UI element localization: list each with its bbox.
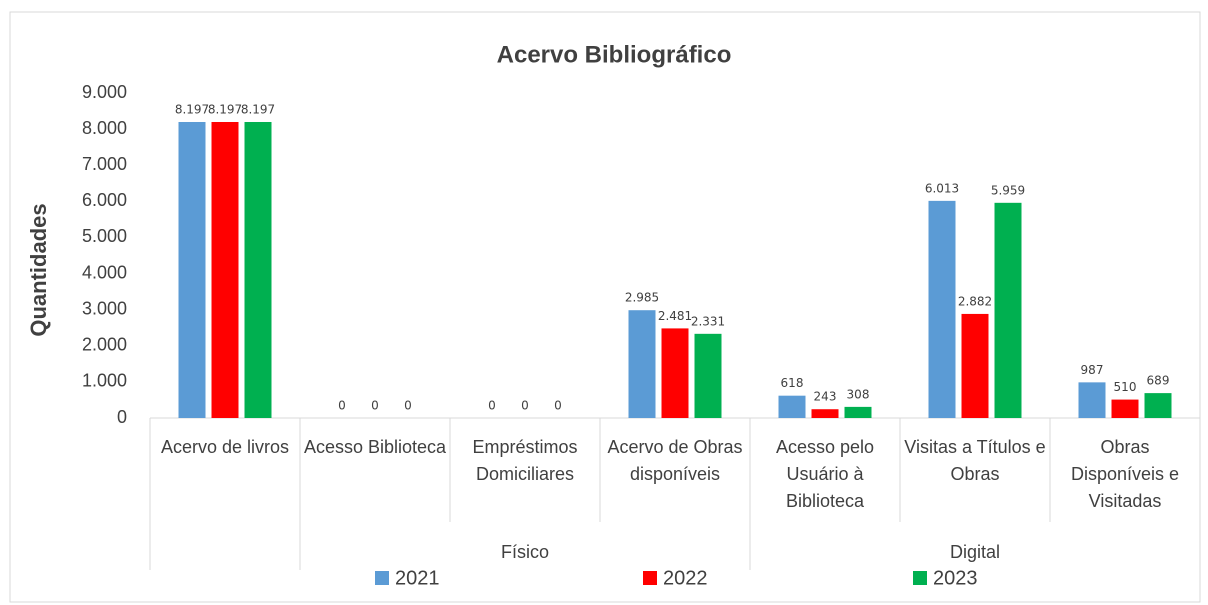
bar	[1111, 399, 1139, 418]
data-label: 5.959	[991, 183, 1025, 197]
bar	[778, 395, 806, 418]
y-axis-label: Quantidades	[26, 203, 51, 336]
y-tick-label: 2.000	[82, 335, 127, 355]
data-label: 2.882	[958, 294, 992, 308]
data-label: 0	[338, 399, 346, 413]
data-label: 2.481	[658, 309, 692, 323]
chart-title: Acervo Bibliográfico	[497, 41, 732, 68]
x-tick-label: Obras Disponíveis e Visitadas	[1070, 437, 1180, 511]
x-tick-label: Acervo de livros	[160, 437, 290, 457]
x-tick-label: Visitas a Títulos e Obras	[904, 437, 1046, 484]
y-tick-label: 9.000	[82, 82, 127, 102]
bar	[961, 313, 989, 418]
bar	[994, 202, 1022, 418]
data-label: 8.197	[241, 102, 275, 116]
y-tick-label: 3.000	[82, 298, 127, 318]
y-tick-label: 0	[117, 407, 127, 427]
data-label: 308	[847, 387, 870, 401]
legend-swatch	[913, 571, 927, 585]
data-label: 0	[554, 399, 562, 413]
bar	[244, 121, 272, 418]
legend-label: 2022	[663, 567, 708, 589]
y-tick-label: 6.000	[82, 190, 127, 210]
bar	[844, 406, 872, 418]
y-tick-label: 5.000	[82, 226, 127, 246]
data-label: 8.197	[208, 102, 242, 116]
data-label: 243	[814, 390, 837, 404]
x-tick-label: Acesso Biblioteca	[303, 437, 447, 457]
x-tick-label: Acesso pelo Usuário à Biblioteca	[775, 437, 875, 511]
bar	[211, 121, 239, 418]
data-label: 6.013	[925, 181, 959, 195]
data-label: 0	[488, 399, 496, 413]
bar	[178, 121, 206, 418]
bar	[928, 200, 956, 418]
y-tick-label: 4.000	[82, 262, 127, 282]
y-tick-label: 1.000	[82, 371, 127, 391]
y-tick-label: 8.000	[82, 118, 127, 138]
bar	[811, 409, 839, 418]
group-label: Digital	[950, 542, 1000, 562]
legend-swatch	[375, 571, 389, 585]
chart-border	[9, 11, 1201, 603]
x-tick-label: Acervo de Obras disponíveis	[607, 437, 743, 484]
data-label: 0	[404, 399, 412, 413]
legend-label: 2021	[395, 567, 440, 589]
group-label: Físico	[501, 542, 549, 562]
legend-swatch	[643, 571, 657, 585]
data-label: 0	[371, 399, 379, 413]
bar	[1078, 382, 1106, 418]
x-tick-label: Empréstimos Domiciliares	[472, 437, 578, 484]
data-label: 0	[521, 399, 529, 413]
data-label: 2.985	[625, 291, 659, 305]
data-label: 987	[1081, 363, 1104, 377]
data-label: 510	[1114, 380, 1137, 394]
bar	[694, 333, 722, 418]
bar	[628, 310, 656, 418]
data-label: 8.197	[175, 102, 209, 116]
bar	[1144, 393, 1172, 418]
y-tick-label: 7.000	[82, 154, 127, 174]
data-label: 2.331	[691, 314, 725, 328]
bar	[661, 328, 689, 418]
legend-label: 2023	[933, 567, 978, 589]
data-label: 618	[781, 376, 804, 390]
data-label: 689	[1147, 374, 1170, 388]
